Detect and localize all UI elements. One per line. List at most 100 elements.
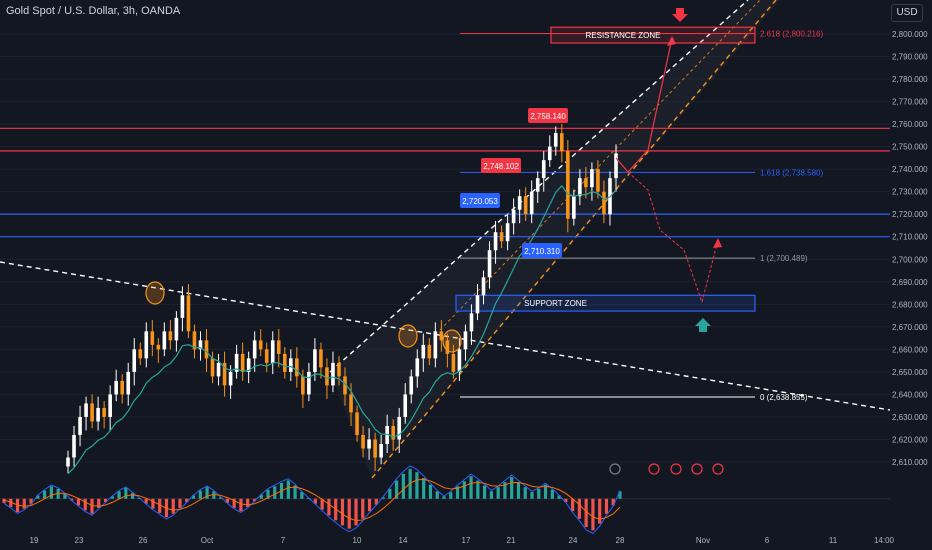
macd-bar xyxy=(56,488,60,499)
macd-bar xyxy=(361,498,365,519)
event-marker-icon xyxy=(670,463,682,475)
candle-body xyxy=(282,353,287,372)
y-tick-label: 2,610.000 xyxy=(892,458,928,467)
candle-body xyxy=(222,362,227,386)
macd-bar xyxy=(178,498,182,508)
candle-body xyxy=(252,340,257,359)
event-marker-icon xyxy=(712,463,724,475)
macd-bar xyxy=(449,492,453,499)
y-tick-label: 2,710.000 xyxy=(892,233,928,242)
candle-body xyxy=(547,146,552,161)
y-tick-label: 2,740.000 xyxy=(892,165,928,174)
macd-bar xyxy=(374,498,378,505)
macd-bar xyxy=(144,498,148,504)
macd-bar xyxy=(9,498,13,508)
callout-label: 2,720.053 xyxy=(462,197,498,206)
candle-body xyxy=(270,340,275,363)
candle-body xyxy=(511,209,516,224)
callout-badge xyxy=(460,193,500,208)
macd-bar xyxy=(219,497,223,499)
candle-body xyxy=(385,425,389,444)
macd-bar xyxy=(313,498,317,504)
y-tick-label: 2,640.000 xyxy=(892,390,928,399)
x-tick-label: 17 xyxy=(462,536,471,545)
macd-bar xyxy=(185,498,189,503)
macd-bar xyxy=(462,481,466,499)
macd-bar xyxy=(198,490,202,499)
x-tick-label: 19 xyxy=(30,536,39,545)
candle-body xyxy=(373,439,377,458)
macd-bar xyxy=(611,498,615,506)
candle-body xyxy=(535,178,540,192)
candle-body xyxy=(475,295,480,314)
macd-bar xyxy=(483,485,487,499)
candle-body xyxy=(66,457,70,467)
y-tick-label: 2,750.000 xyxy=(892,143,928,152)
channel-fill xyxy=(330,0,780,478)
y-tick-label: 2,760.000 xyxy=(892,120,928,129)
y-tick-label: 2,800.000 xyxy=(892,30,928,39)
candle-body xyxy=(78,416,82,435)
candle-body xyxy=(566,151,570,219)
candle-body xyxy=(102,407,106,417)
candle-body xyxy=(584,178,588,188)
macd-bar xyxy=(90,498,94,514)
macd-bar xyxy=(537,488,541,499)
callout-label: 2,748.102 xyxy=(483,162,519,171)
y-tick-label: 2,620.000 xyxy=(892,435,928,444)
macd-bar xyxy=(381,497,385,499)
candle-body xyxy=(572,196,576,219)
candle-body xyxy=(553,133,558,147)
candle-body xyxy=(379,443,383,458)
candle-body xyxy=(337,362,341,377)
candle-body xyxy=(596,169,600,192)
candle-body xyxy=(602,191,606,215)
y-tick-label: 2,680.000 xyxy=(892,300,928,309)
up-arrow-icon xyxy=(695,318,711,332)
candle-body xyxy=(156,344,161,350)
event-marker-icon xyxy=(609,463,621,475)
candle-body xyxy=(517,196,522,210)
macd-bar xyxy=(151,498,155,509)
candle-body xyxy=(258,340,263,350)
y-tick-label: 2,780.000 xyxy=(892,75,928,84)
candle-body xyxy=(72,434,76,458)
y-tick-label: 2,630.000 xyxy=(892,413,928,422)
zone-box xyxy=(550,26,756,44)
candle-body xyxy=(174,317,179,341)
macd-bar xyxy=(455,486,460,499)
candle-body xyxy=(469,313,474,332)
callout-badge xyxy=(528,108,568,123)
x-tick-label: 14 xyxy=(399,536,408,545)
y-tick-label: 2,690.000 xyxy=(892,278,928,287)
candle-body xyxy=(439,331,444,341)
candle-body xyxy=(325,367,329,386)
candle-body xyxy=(162,331,167,350)
y-tick-label: 2,720.000 xyxy=(892,210,928,219)
channel-mid-line xyxy=(439,0,761,331)
macd-bar xyxy=(550,489,554,499)
candle-body xyxy=(264,349,269,363)
currency-button[interactable]: USD xyxy=(891,4,923,22)
candle-body xyxy=(505,223,510,242)
macd-bar xyxy=(286,480,290,499)
candle-body xyxy=(150,331,155,345)
pivot-circle xyxy=(145,281,165,305)
x-tick-label: 11 xyxy=(829,536,838,545)
macd-bar xyxy=(124,487,128,499)
macd-bar xyxy=(543,484,548,499)
macd-bar xyxy=(259,494,263,499)
projection-down-path xyxy=(627,171,719,304)
macd-bar xyxy=(530,492,534,499)
macd-bar xyxy=(516,482,521,499)
candle-body xyxy=(186,295,191,332)
candle-body xyxy=(126,371,131,395)
candle-body xyxy=(421,344,426,359)
projection-up-path xyxy=(615,37,673,173)
macd-bar xyxy=(476,480,480,499)
x-tick-label: 10 xyxy=(353,536,362,545)
macd-bar xyxy=(164,498,169,518)
macd-bar xyxy=(320,498,324,510)
macd-bar xyxy=(489,491,493,499)
